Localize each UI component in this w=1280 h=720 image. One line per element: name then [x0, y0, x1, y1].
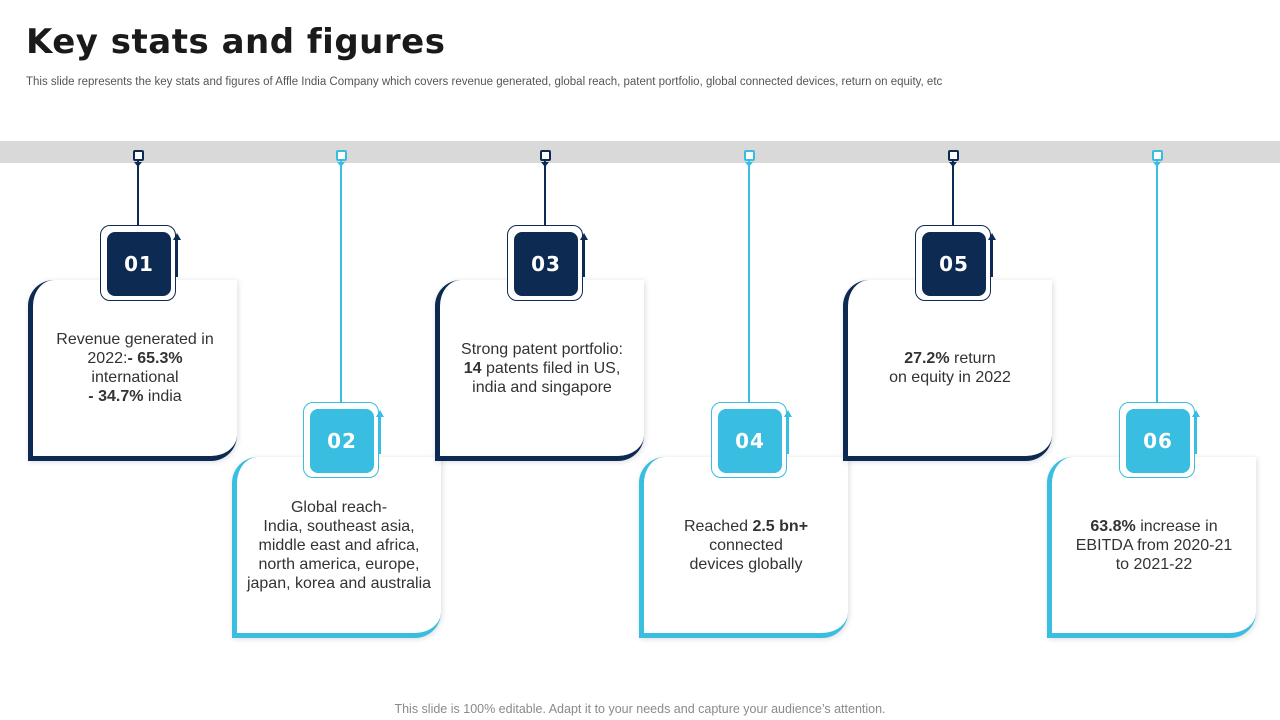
stat-text-segment: Revenue generated in: [56, 331, 214, 348]
stat-highlight: 63.8%: [1090, 517, 1136, 535]
stat-text-segment: north america, europe,: [258, 555, 420, 573]
connector-line: [952, 160, 954, 225]
stat-text: Reached 2.5 bn+ connected devices globally: [652, 457, 840, 633]
stat-text: 63.8% increase in EBITDA from 2020-21 to 2…: [1060, 457, 1248, 633]
stat-text-segment: 2022:: [87, 350, 128, 367]
stat-number-badge: 05: [915, 225, 991, 301]
stat-text-segment: middle east and africa,: [258, 536, 420, 554]
arrow-up-icon: [988, 233, 996, 277]
arrow-up-icon: [173, 233, 181, 277]
connector-line: [340, 160, 342, 402]
stat-card: Strong patent portfolio: 14 patents filed…: [435, 280, 644, 461]
stat-text-segment: patents filed in US,: [481, 359, 621, 377]
connector-line: [544, 160, 546, 225]
stat-number: 03: [514, 232, 578, 296]
stat-highlight: 2.5 bn+: [752, 517, 809, 535]
stat-text-segment: India, southeast asia,: [263, 517, 415, 535]
stat-text-segment: increase in: [1135, 517, 1218, 535]
stat-number: 05: [922, 232, 986, 296]
connector-pointer: [541, 162, 549, 167]
arrow-up-icon: [1192, 410, 1200, 454]
stat-text-segment: to 2021-22: [1115, 555, 1193, 573]
slide-title: Key stats and figures: [26, 22, 446, 62]
stat-number-badge: 02: [303, 402, 379, 478]
stat-card: Reached 2.5 bn+ connected devices globally: [639, 457, 848, 638]
stat-number: 01: [107, 232, 171, 296]
slide-subtitle: This slide represents the key stats and …: [26, 76, 943, 88]
stat-text: Global reach- India, southeast asia, middl…: [245, 457, 433, 633]
stat-text: 27.2% return on equity in 2022: [856, 280, 1044, 456]
stat-highlight: - 65.3%: [127, 350, 183, 367]
connector-pointer: [745, 162, 753, 167]
stat-card: Revenue generated in 2022:- 65.3% internat…: [28, 280, 237, 461]
stat-text-segment: Reached: [683, 517, 753, 535]
stat-text-segment: Global reach-: [290, 498, 388, 516]
arrow-up-icon: [376, 410, 384, 454]
stat-card: 27.2% return on equity in 2022: [843, 280, 1052, 461]
stat-text: Revenue generated in 2022:- 65.3% internat…: [41, 280, 229, 456]
connector-pointer: [1153, 162, 1161, 167]
footer-note: This slide is 100% editable. Adapt it to…: [394, 702, 886, 716]
connector-line: [748, 160, 750, 402]
stat-number-badge: 03: [507, 225, 583, 301]
stat-number: 02: [310, 409, 374, 473]
stat-text-segment: EBITDA from 2020-21: [1075, 536, 1233, 554]
stat-text: Strong patent portfolio: 14 patents filed…: [448, 280, 636, 456]
stat-number-badge: 01: [100, 225, 176, 301]
stat-text-segment: devices globally: [689, 555, 803, 573]
stat-text-segment: international: [91, 369, 179, 386]
stat-highlight: 27.2%: [904, 350, 950, 367]
stat-text-segment: india: [143, 388, 182, 405]
stat-text-segment: Strong patent portfolio:: [461, 340, 623, 358]
connector-line: [137, 160, 139, 225]
stat-text-segment: japan, korea and australia: [246, 574, 432, 592]
connector-pointer: [337, 162, 345, 167]
arrow-up-icon: [784, 410, 792, 454]
arrow-up-icon: [580, 233, 588, 277]
stat-text-segment: on equity in 2022: [889, 369, 1011, 386]
stat-text-segment: india and singapore: [472, 378, 612, 396]
stat-number: 06: [1126, 409, 1190, 473]
stat-text-segment: return: [949, 350, 996, 367]
stat-number-badge: 06: [1119, 402, 1195, 478]
stat-card: Global reach- India, southeast asia, middl…: [232, 457, 441, 638]
connector-pointer: [134, 162, 142, 167]
stat-number-badge: 04: [711, 402, 787, 478]
stat-number: 04: [718, 409, 782, 473]
stat-card: 63.8% increase in EBITDA from 2020-21 to 2…: [1047, 457, 1256, 638]
connector-line: [1156, 160, 1158, 402]
connector-pointer: [949, 162, 957, 167]
stat-text-segment: connected: [709, 536, 783, 554]
stat-highlight: 14: [463, 359, 482, 377]
timeline-band: [0, 141, 1280, 163]
stat-highlight: - 34.7%: [88, 388, 144, 405]
